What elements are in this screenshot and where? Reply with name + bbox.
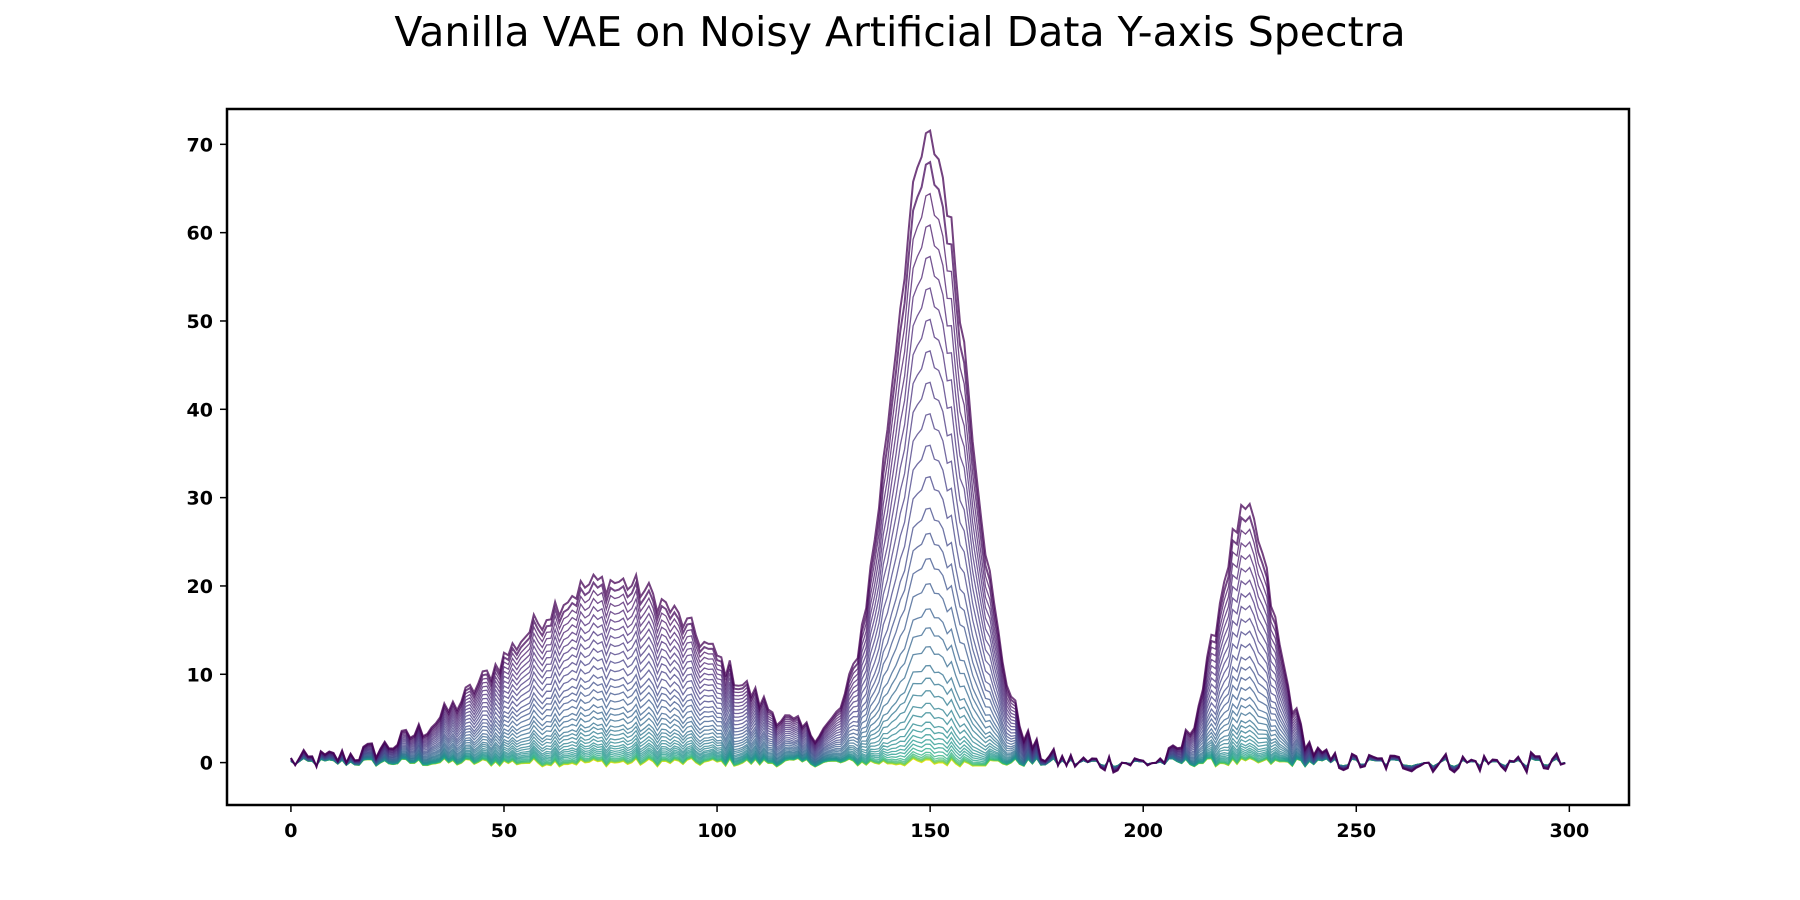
series-line [290, 255, 1566, 773]
y-tick-label: 20 [187, 576, 213, 598]
y-tick-label: 10 [187, 664, 213, 686]
y-tick-label: 50 [187, 311, 213, 333]
y-tick-label: 70 [187, 134, 213, 156]
y-tick-label: 60 [187, 223, 213, 245]
y-tick-label: 30 [187, 488, 213, 510]
series-layer [290, 128, 1566, 776]
axes-layer: 0 50 100 150 200 250 300 0 10 20 30 40 50 60 70 [187, 107, 1631, 842]
x-tick-label: 50 [491, 820, 517, 842]
x-tick-label: 150 [910, 820, 950, 842]
x-tick-label: 300 [1550, 820, 1590, 842]
y-tick-label: 0 [200, 753, 213, 775]
x-tick-label: 200 [1123, 820, 1163, 842]
x-tick-label: 0 [284, 820, 297, 842]
y-tick-label: 40 [187, 399, 213, 421]
series-line [290, 128, 1566, 776]
series-line [290, 532, 1566, 770]
plot-frame [225, 107, 1631, 807]
x-tick-label: 250 [1336, 820, 1376, 842]
x-tick-label: 100 [697, 820, 737, 842]
chart-title: Vanilla VAE on Noisy Artificial Data Y-a… [394, 8, 1406, 56]
series-line [290, 475, 1566, 771]
